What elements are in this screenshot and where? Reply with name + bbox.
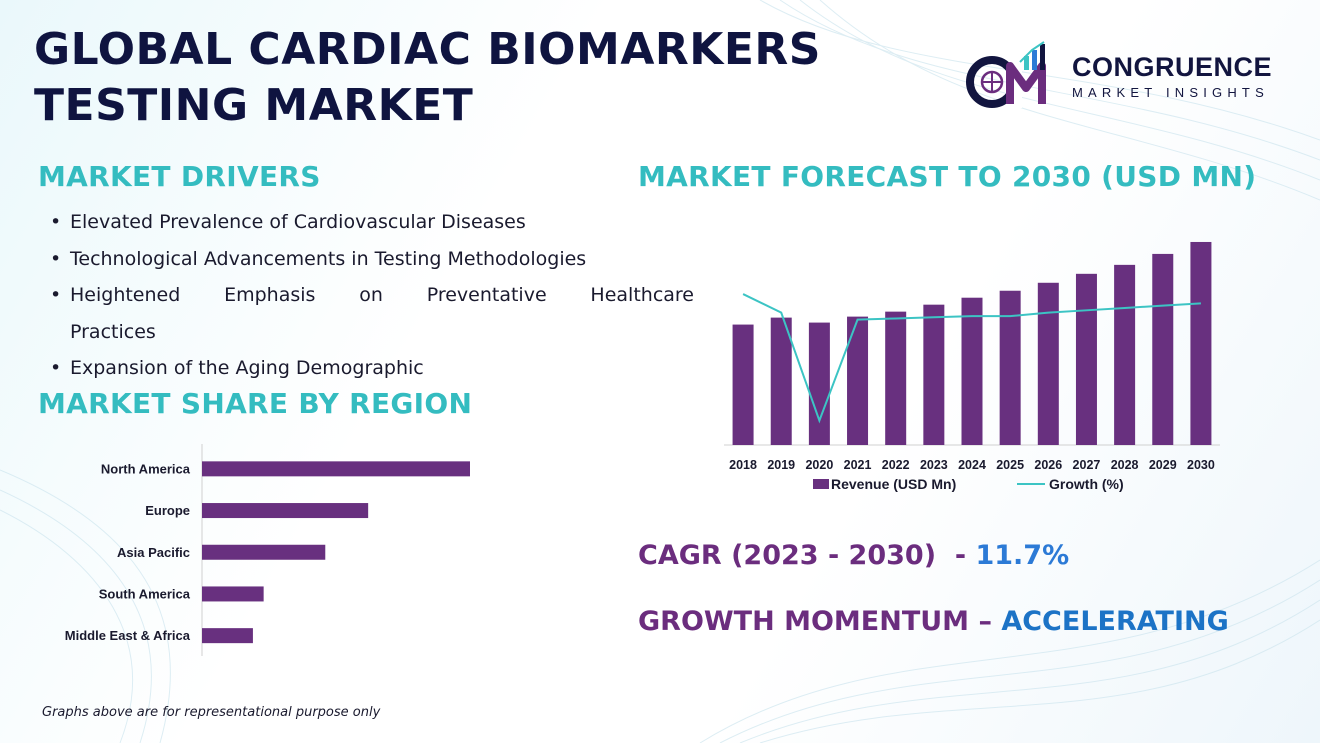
cagr-text: CAGR (2023 - 2030) - 11.7% [638,540,1069,571]
legend-revenue-swatch [813,479,829,489]
cagr-separator: - [936,540,976,571]
legend-growth-label: Growth (%) [1049,476,1124,492]
region-tick-label: Europe [145,503,190,518]
forecast-tick-label: 2024 [958,458,986,472]
forecast-tick-label: 2029 [1149,458,1177,472]
forecast-tick-label: 2025 [996,458,1024,472]
forecast-bar [961,297,983,445]
forecast-bar [770,317,792,445]
forecast-tick-label: 2027 [1073,458,1101,472]
forecast-heading: MARKET FORECAST TO 2030 (USD MN) [638,160,1257,193]
forecast-bar [732,324,754,445]
drivers-list: Elevated Prevalence of Cardiovascular Di… [48,204,694,387]
legend-revenue-label: Revenue (USD Mn) [831,476,956,492]
region-tick-label: North America [101,461,191,476]
footnote: Graphs above are for representational pu… [42,705,381,720]
driver-item: Heightened Emphasis on Preventative Heal… [48,277,694,314]
region-bar [202,628,253,644]
globe-bar-chart-icon [966,41,1046,108]
driver-item-continuation: Practices [70,320,156,343]
region-heading: MARKET SHARE BY REGION [38,387,473,420]
cagr-value: 11.7% [975,540,1070,571]
forecast-bar [808,322,830,445]
growth-momentum-text: GROWTH MOMENTUM – ACCELERATING [638,606,1229,637]
region-tick-label: Asia Pacific [117,545,190,560]
region-bar [202,544,326,560]
driver-item: Elevated Prevalence of Cardiovascular Di… [48,204,694,241]
cagr-label: CAGR (2023 - 2030) [638,540,937,571]
momentum-value: ACCELERATING [1001,606,1229,637]
growth-line [742,293,1201,424]
logo-name: CONGRUENCE [1072,52,1273,82]
forecast-bar [1190,241,1212,445]
page-title: GLOBAL CARDIAC BIOMARKERS TESTING MARKET [34,22,821,134]
title-line-1: GLOBAL CARDIAC BIOMARKERS [34,24,821,75]
forecast-tick-label: 2030 [1187,458,1215,472]
forecast-tick-label: 2023 [920,458,948,472]
region-bar [202,461,470,477]
region-tick-label: Middle East & Africa [65,628,191,643]
forecast-bar [999,290,1021,445]
forecast-bar [1152,253,1174,445]
region-share-chart: North America Europe Asia Pacific South Ame… [65,444,470,656]
forecast-tick-label: 2019 [767,458,795,472]
forecast-bar [847,316,869,445]
title-line-2: TESTING MARKET [34,80,474,131]
region-bar [202,586,264,602]
forecast-tick-label: 2026 [1034,458,1062,472]
company-logo: CONGRUENCE MARKET INSIGHTS [962,38,1292,110]
forecast-bar [923,304,945,445]
forecast-bar [1037,282,1059,445]
forecast-tick-label: 2028 [1111,458,1139,472]
drivers-heading: MARKET DRIVERS [38,160,321,193]
region-tick-label: South America [99,586,191,601]
forecast-bar [885,311,907,445]
forecast-tick-label: 2018 [729,458,757,472]
forecast-bar [1075,273,1097,445]
forecast-tick-label: 2020 [805,458,833,472]
forecast-tick-label: 2022 [882,458,910,472]
driver-item: Technological Advancements in Testing Me… [48,241,694,278]
region-bar [202,503,369,519]
forecast-chart: 2018 2019 2020 2021 2022 2023 2024 2025 2026 2027… [724,241,1220,492]
forecast-tick-label: 2021 [844,458,872,472]
forecast-bar [1114,264,1136,445]
momentum-label: GROWTH MOMENTUM – [638,606,1002,637]
logo-tagline: MARKET INSIGHTS [1072,85,1269,100]
driver-item: Expansion of the Aging Demographic [48,350,694,387]
